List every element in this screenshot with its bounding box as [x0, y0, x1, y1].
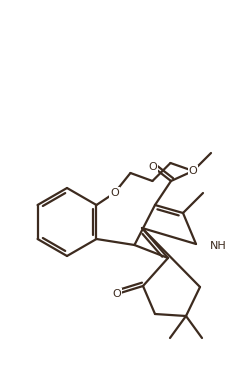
Text: O: O	[113, 289, 121, 299]
Text: O: O	[149, 162, 157, 172]
Text: O: O	[110, 188, 119, 198]
Text: NH: NH	[210, 241, 227, 251]
Text: O: O	[189, 166, 197, 176]
